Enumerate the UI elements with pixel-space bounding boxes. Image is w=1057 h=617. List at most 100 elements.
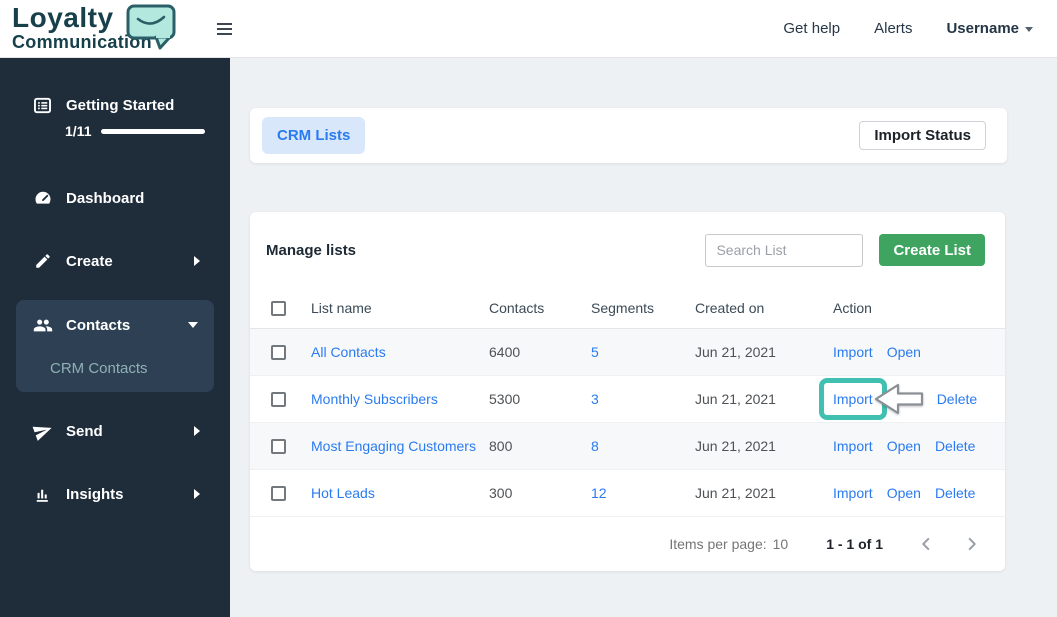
page-range-label: 1 - 1 of 1 (826, 536, 883, 552)
col-list-name: List name (311, 300, 372, 316)
created-on-value: Jun 21, 2021 (695, 438, 776, 454)
dashboard-gauge-icon (33, 188, 53, 208)
sidebar-subitem-label: CRM Contacts (50, 359, 148, 377)
segments-link[interactable]: 8 (591, 438, 599, 454)
col-segments: Segments (591, 300, 655, 316)
search-list-input[interactable] (705, 233, 864, 267)
import-status-button[interactable]: Import Status (859, 121, 986, 150)
segments-link[interactable]: 12 (591, 485, 607, 501)
contacts-count: 800 (489, 438, 513, 454)
manage-lists-title: Manage lists (266, 241, 357, 259)
sidebar-item-label: Dashboard (66, 189, 145, 207)
row-checkbox[interactable] (271, 438, 286, 454)
sidebar-item-label: Send (66, 422, 103, 440)
sidebar-item-label: Contacts (66, 316, 131, 334)
sidebar-item-dashboard[interactable]: Dashboard (0, 173, 230, 223)
manage-lists-card: Manage lists Create List List name Conta… (250, 212, 1005, 571)
people-icon (33, 315, 53, 336)
logo-text-line2: Communication (12, 31, 152, 52)
import-highlight-box: Import (819, 378, 887, 420)
open-link[interactable]: Open (886, 344, 921, 360)
delete-link[interactable]: Delete (934, 438, 976, 454)
manage-lists-header: Manage lists Create List (250, 212, 1005, 288)
delete-link[interactable]: Delete (936, 391, 978, 407)
getting-started[interactable]: Getting Started 1/11 (0, 58, 230, 139)
import-link[interactable]: Import (833, 391, 873, 407)
chevron-down-icon (188, 322, 198, 328)
cursor-arrow-icon (874, 383, 924, 415)
open-link[interactable]: Open (886, 485, 921, 501)
list-name-link[interactable]: All Contacts (311, 344, 386, 360)
created-on-value: Jun 21, 2021 (695, 485, 776, 501)
sidebar-item-insights[interactable]: Insights (0, 469, 230, 519)
chevron-right-icon (194, 256, 200, 266)
row-checkbox[interactable] (271, 344, 286, 360)
list-name-link[interactable]: Hot Leads (311, 485, 375, 501)
next-page-button[interactable] (957, 529, 987, 559)
chevron-left-icon (922, 537, 930, 551)
items-per-page-label: Items per page: (669, 536, 767, 552)
username-menu[interactable]: Username (946, 20, 1033, 37)
topbar-nav: Get help Alerts Username (783, 20, 1057, 37)
segments-link[interactable]: 3 (591, 391, 599, 407)
row-checkbox[interactable] (271, 391, 286, 407)
col-contacts: Contacts (489, 300, 545, 316)
table-row: All Contacts 6400 5 Jun 21, 2021 Import … (250, 329, 1005, 376)
contacts-count: 6400 (489, 344, 521, 360)
tabs-card: CRM Lists Import Status (250, 108, 1007, 163)
sidebar-item-contacts[interactable]: Contacts (16, 302, 214, 348)
sidebar-item-send[interactable]: Send (0, 406, 230, 456)
progress-bar (101, 128, 206, 134)
col-created-on: Created on (695, 300, 765, 316)
col-action: Action (833, 300, 872, 316)
getting-started-label: Getting Started (66, 97, 175, 114)
app-logo[interactable]: Loyalty Communication (8, 0, 193, 58)
progress-count: 1/11 (65, 123, 92, 139)
alerts-link[interactable]: Alerts (874, 20, 913, 37)
hamburger-menu-icon[interactable] (211, 17, 238, 41)
select-all-checkbox[interactable] (271, 300, 286, 316)
chevron-right-icon (194, 426, 200, 436)
sidebar-item-create[interactable]: Create (0, 236, 230, 286)
get-help-link[interactable]: Get help (783, 20, 841, 37)
checklist-icon (34, 97, 51, 114)
delete-link[interactable]: Delete (934, 485, 976, 501)
paper-plane-icon (32, 421, 53, 441)
open-link[interactable]: Open (886, 438, 921, 454)
contacts-count: 5300 (489, 391, 521, 407)
paginator: Items per page: 10 1 - 1 of 1 (250, 517, 1005, 571)
username-label: Username (946, 20, 1019, 37)
table-header-row: List name Contacts Segments Created on A… (250, 288, 1005, 329)
pencil-icon (33, 252, 53, 270)
import-link[interactable]: Import (833, 344, 873, 360)
list-name-link[interactable]: Monthly Subscribers (311, 391, 438, 407)
sidebar-subitem-crm-contacts[interactable]: CRM Contacts (16, 348, 214, 388)
sidebar: Getting Started 1/11 Dashboard (0, 58, 230, 617)
table-row: Monthly Subscribers 5300 3 Jun 21, 2021 … (250, 376, 1005, 423)
import-link[interactable]: Import (833, 438, 873, 454)
list-name-link[interactable]: Most Engaging Customers (311, 438, 476, 454)
table-row: Most Engaging Customers 800 8 Jun 21, 20… (250, 423, 1005, 470)
sidebar-nav: Dashboard Create Contacts (0, 173, 230, 519)
tab-crm-lists[interactable]: CRM Lists (262, 117, 366, 154)
main-content: CRM Lists Import Status Manage lists Cre… (230, 58, 1057, 617)
caret-down-icon (1025, 27, 1033, 32)
segments-link[interactable]: 5 (591, 344, 599, 360)
bar-chart-icon (33, 485, 53, 504)
chevron-right-icon (194, 489, 200, 499)
items-per-page-value[interactable]: 10 (772, 536, 789, 552)
created-on-value: Jun 21, 2021 (695, 344, 776, 360)
row-checkbox[interactable] (271, 485, 286, 501)
import-link[interactable]: Import (833, 485, 873, 501)
table-row: Hot Leads 300 12 Jun 21, 2021 Import Ope… (250, 470, 1005, 517)
create-list-button[interactable]: Create List (879, 234, 985, 266)
chevron-right-icon (968, 537, 976, 551)
topbar: Loyalty Communication Get help Alerts Us… (0, 0, 1057, 58)
previous-page-button[interactable] (911, 529, 941, 559)
sidebar-item-label: Create (66, 252, 113, 270)
logo-text-line1: Loyalty (12, 1, 114, 33)
contacts-count: 300 (489, 485, 513, 501)
sidebar-item-label: Insights (66, 485, 124, 503)
sidebar-group-contacts: Contacts CRM Contacts (16, 300, 214, 392)
created-on-value: Jun 21, 2021 (695, 391, 776, 407)
